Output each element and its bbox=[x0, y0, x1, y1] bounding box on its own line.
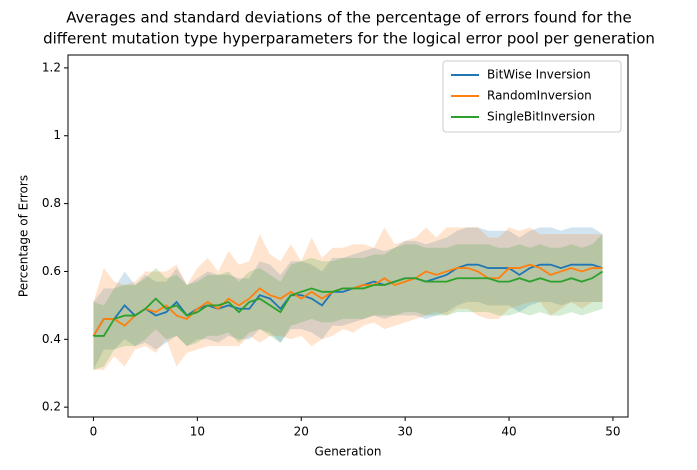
y-tick-label: 0.2 bbox=[42, 400, 61, 414]
line bbox=[92, 263, 603, 337]
std-band bbox=[93, 227, 603, 370]
legend-label: SingleBitInversion bbox=[487, 110, 595, 124]
chart-title: Averages and standard deviations of the … bbox=[66, 9, 631, 27]
legend-box bbox=[442, 60, 622, 133]
legend-label: BitWise Inversion bbox=[487, 68, 591, 82]
y-tick-label: 0.8 bbox=[42, 196, 61, 210]
x-tick-label: 50 bbox=[605, 425, 620, 439]
std-band bbox=[93, 234, 603, 370]
x-tick-label: 20 bbox=[294, 425, 309, 439]
std-band bbox=[93, 227, 603, 370]
x-tick-label: 30 bbox=[398, 425, 413, 439]
plot-frame bbox=[67, 54, 629, 418]
x-tick-label: 40 bbox=[501, 425, 516, 439]
y-tick-label: 1 bbox=[53, 128, 61, 142]
x-axis-label: Generation bbox=[315, 445, 382, 459]
y-tick-label: 0.4 bbox=[42, 332, 61, 346]
y-tick-label: 1.2 bbox=[42, 60, 61, 74]
y-axis-label: Percentage of Errors bbox=[17, 175, 31, 297]
line bbox=[93, 270, 604, 337]
y-tick-label: 0.6 bbox=[42, 264, 61, 278]
x-tick-label: 10 bbox=[190, 425, 205, 439]
x-tick-label: 0 bbox=[90, 425, 98, 439]
chart-title: different mutation type hyperparameters … bbox=[43, 30, 655, 48]
legend-label: RandomInversion bbox=[487, 89, 592, 103]
